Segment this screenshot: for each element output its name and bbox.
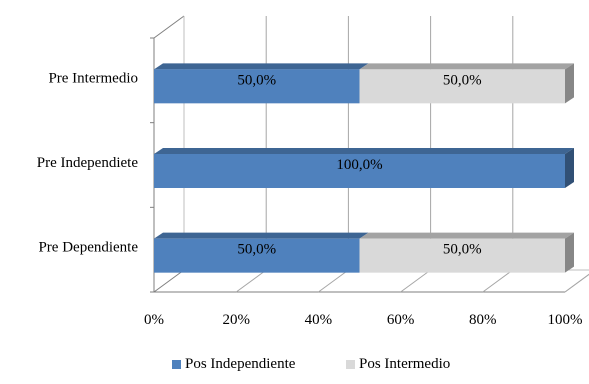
bar-top-1 — [359, 232, 574, 239]
gridline-floor — [400, 269, 431, 293]
data-label: 50,0% — [443, 242, 482, 258]
legend-item-pos-independiente: Pos Independiente — [172, 356, 295, 373]
top-left-edge — [153, 15, 185, 39]
bar-side-1 — [565, 232, 574, 273]
x-tick-label: 100% — [548, 312, 583, 328]
floor-left-edge — [153, 269, 185, 293]
floor-right-edge — [564, 273, 589, 293]
x-tick-label: 40% — [305, 312, 333, 328]
bar-side-1 — [565, 63, 574, 104]
bar-top-1 — [359, 63, 574, 70]
x-tick-label: 80% — [469, 312, 497, 328]
bar-top-0 — [154, 63, 369, 70]
y-tick-label: Pre Intermedio — [48, 70, 138, 86]
legend: Pos Independiente Pos Intermedio — [0, 356, 589, 376]
x-tick-label: 20% — [222, 312, 250, 328]
data-label: 50,0% — [443, 72, 482, 88]
bar-top-0 — [154, 232, 369, 239]
bar-top-0 — [154, 148, 574, 154]
gridline-floor — [482, 269, 514, 293]
y-tick-label: Pre Dependiente — [38, 240, 138, 256]
gridline-floor — [318, 269, 349, 293]
x-tick-label: 60% — [387, 312, 415, 328]
bar-0 — [154, 69, 360, 104]
x-tick-label: 0% — [144, 312, 164, 328]
data-label: 50,0% — [237, 242, 276, 258]
bar-1 — [359, 238, 565, 273]
bar-1 — [359, 69, 565, 104]
legend-label-pos-independiente: Pos Independiente — [185, 356, 296, 372]
data-label: 100,0% — [336, 157, 382, 173]
legend-swatch-pos-independiente — [172, 360, 181, 369]
data-label: 50,0% — [237, 72, 276, 88]
legend-label-pos-intermedio: Pos Intermedio — [359, 356, 451, 372]
bar-side-0 — [565, 148, 574, 188]
bar-0 — [154, 154, 565, 188]
gridline-floor — [564, 273, 589, 293]
legend-swatch-pos-intermedio — [346, 360, 355, 369]
bar-0 — [154, 238, 360, 273]
gridline-floor — [235, 269, 267, 293]
y-tick-label: Pre Independiete — [37, 155, 139, 171]
legend-item-pos-intermedio: Pos Intermedio — [346, 356, 450, 373]
